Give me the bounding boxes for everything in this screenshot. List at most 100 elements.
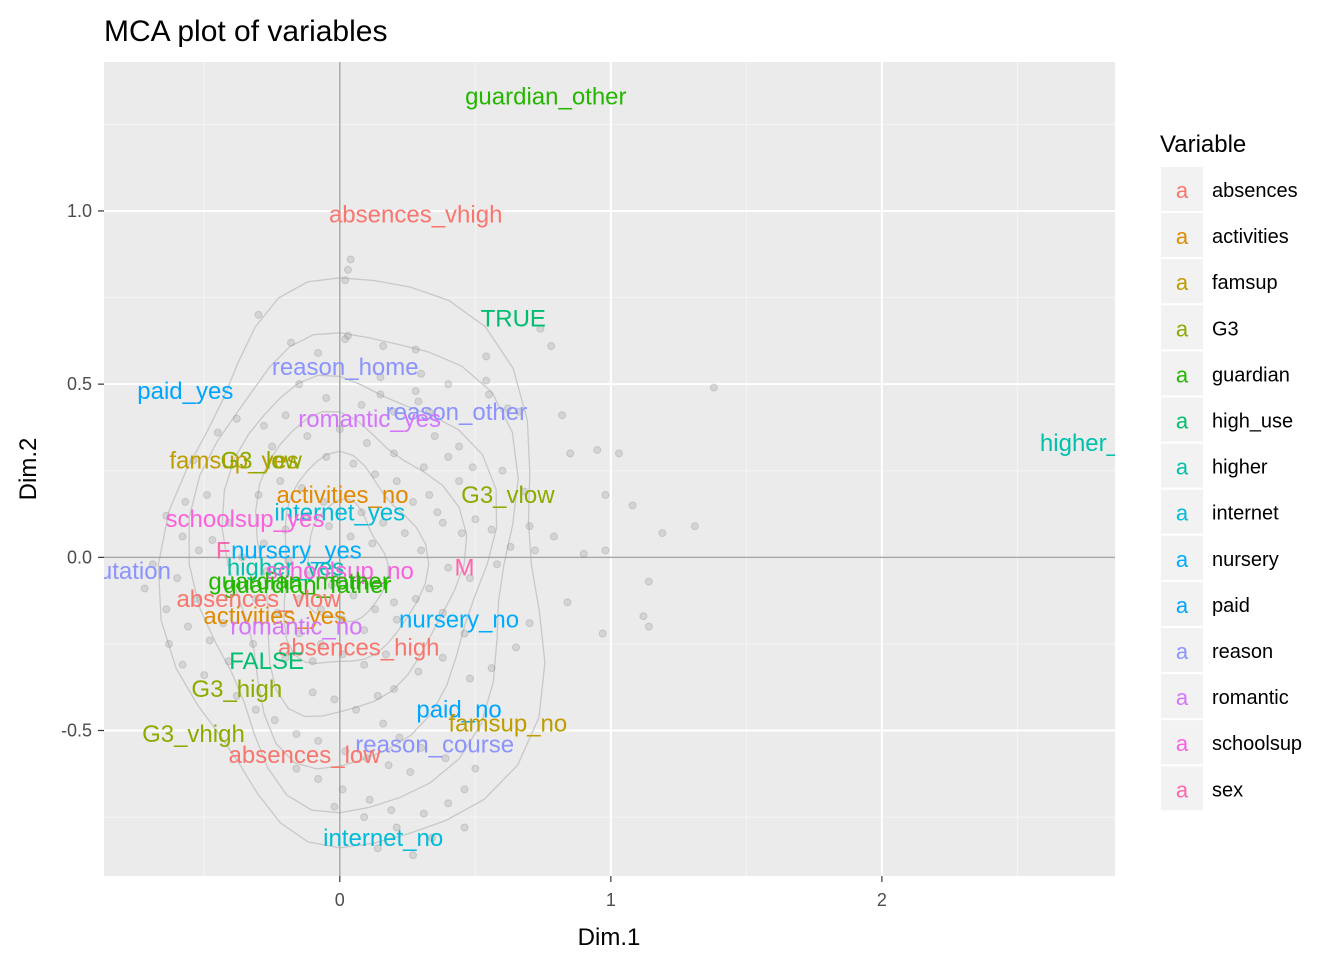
legend-key-glyph: a	[1176, 777, 1189, 802]
legend-key-glyph: a	[1176, 270, 1189, 295]
individual-point	[346, 255, 355, 264]
legend-key	[1161, 397, 1203, 442]
individual-point	[471, 515, 480, 524]
legend-entry: a absences	[1161, 167, 1298, 211]
individual-point	[511, 643, 520, 652]
legend-key-glyph: a	[1176, 224, 1189, 249]
category-label: nursery_no	[399, 607, 519, 634]
legend-key-glyph: a	[1176, 178, 1189, 203]
individual-point	[173, 574, 182, 583]
individual-point	[373, 844, 382, 853]
category-label: reason_home	[272, 354, 419, 381]
category-label: F	[216, 537, 231, 564]
individual-point	[376, 390, 385, 399]
individual-point	[549, 532, 558, 541]
category-label: nursery_yes	[231, 537, 362, 564]
individual-point	[438, 608, 447, 617]
individual-point	[281, 525, 290, 534]
individual-point	[362, 754, 371, 763]
individual-point	[425, 490, 434, 499]
density-contour	[255, 411, 468, 718]
legend-key-glyph: a	[1176, 362, 1189, 387]
individual-point	[303, 511, 312, 520]
density-contours	[157, 277, 546, 849]
individual-point	[455, 477, 464, 486]
individual-point	[213, 428, 222, 437]
individual-point	[338, 650, 347, 659]
legend-label: paid	[1212, 595, 1250, 617]
legend-key-glyph: a	[1176, 547, 1189, 572]
individual-point	[563, 598, 572, 607]
individual-point	[357, 508, 366, 517]
legend-label: high_use	[1212, 411, 1293, 433]
individual-point	[292, 764, 301, 773]
individual-point	[465, 574, 474, 583]
individual-point	[194, 546, 203, 555]
category-label: reason_other	[386, 399, 527, 426]
individual-point	[601, 490, 610, 499]
individual-point	[284, 556, 293, 565]
individual-point	[341, 335, 350, 344]
category-label: G3_high	[191, 676, 282, 703]
category-label: reason_reputation	[0, 558, 171, 585]
category-label: G3_vhigh	[142, 721, 245, 748]
individual-point	[335, 425, 344, 434]
individual-point	[162, 511, 171, 520]
individual-point	[360, 626, 369, 635]
individual-point	[417, 546, 426, 555]
individual-point	[658, 529, 667, 538]
individual-point	[379, 342, 388, 351]
plot-panel	[104, 62, 1115, 876]
individual-point	[425, 584, 434, 593]
category-label: FALSE	[229, 648, 304, 675]
category-label: paid_no	[416, 697, 501, 724]
individual-point	[376, 373, 385, 382]
individual-point	[232, 691, 241, 700]
individual-point	[379, 518, 388, 527]
category-labels: guardian_other absences_vhigh TRUE reason_h…	[0, 84, 1147, 852]
legend-label: internet	[1212, 503, 1279, 525]
category-label: internet_yes	[274, 499, 405, 526]
individual-point	[297, 484, 306, 493]
individual-point	[566, 449, 575, 458]
individual-point	[482, 376, 491, 385]
individual-point	[444, 380, 453, 389]
individual-point	[406, 768, 415, 777]
category-label: reason_course	[355, 731, 514, 758]
individual-point	[628, 501, 637, 510]
reference-lines	[104, 62, 1115, 876]
individual-point	[709, 383, 718, 392]
individual-point	[506, 542, 515, 551]
category-label: schoolsup_yes	[166, 506, 325, 533]
individual-point	[314, 775, 323, 784]
density-contour	[188, 332, 519, 814]
individual-point	[371, 470, 380, 479]
legend-label: romantic	[1212, 687, 1289, 709]
individual-point	[430, 432, 439, 441]
individual-point	[400, 529, 409, 538]
individual-point	[392, 615, 401, 624]
individual-point	[392, 823, 401, 832]
legend-key-glyph: a	[1176, 685, 1189, 710]
legend-label: nursery	[1212, 549, 1279, 571]
individual-point	[343, 331, 352, 340]
individual-point	[184, 622, 193, 631]
legend-key	[1161, 720, 1203, 765]
individual-point	[316, 605, 325, 614]
legend-entry: a activities	[1161, 213, 1289, 258]
individual-point	[281, 653, 290, 662]
category-label: activities_no	[276, 482, 408, 509]
individual-point	[276, 477, 285, 486]
individual-point	[330, 802, 339, 811]
individual-point	[487, 525, 496, 534]
individual-point	[417, 369, 426, 378]
individual-point	[417, 743, 426, 752]
minor-gridlines	[104, 62, 1115, 876]
individual-point	[319, 497, 328, 506]
individual-point	[357, 400, 366, 409]
individual-point	[205, 636, 214, 645]
individual-point	[338, 615, 347, 624]
category-label: higher_no	[1040, 430, 1147, 457]
